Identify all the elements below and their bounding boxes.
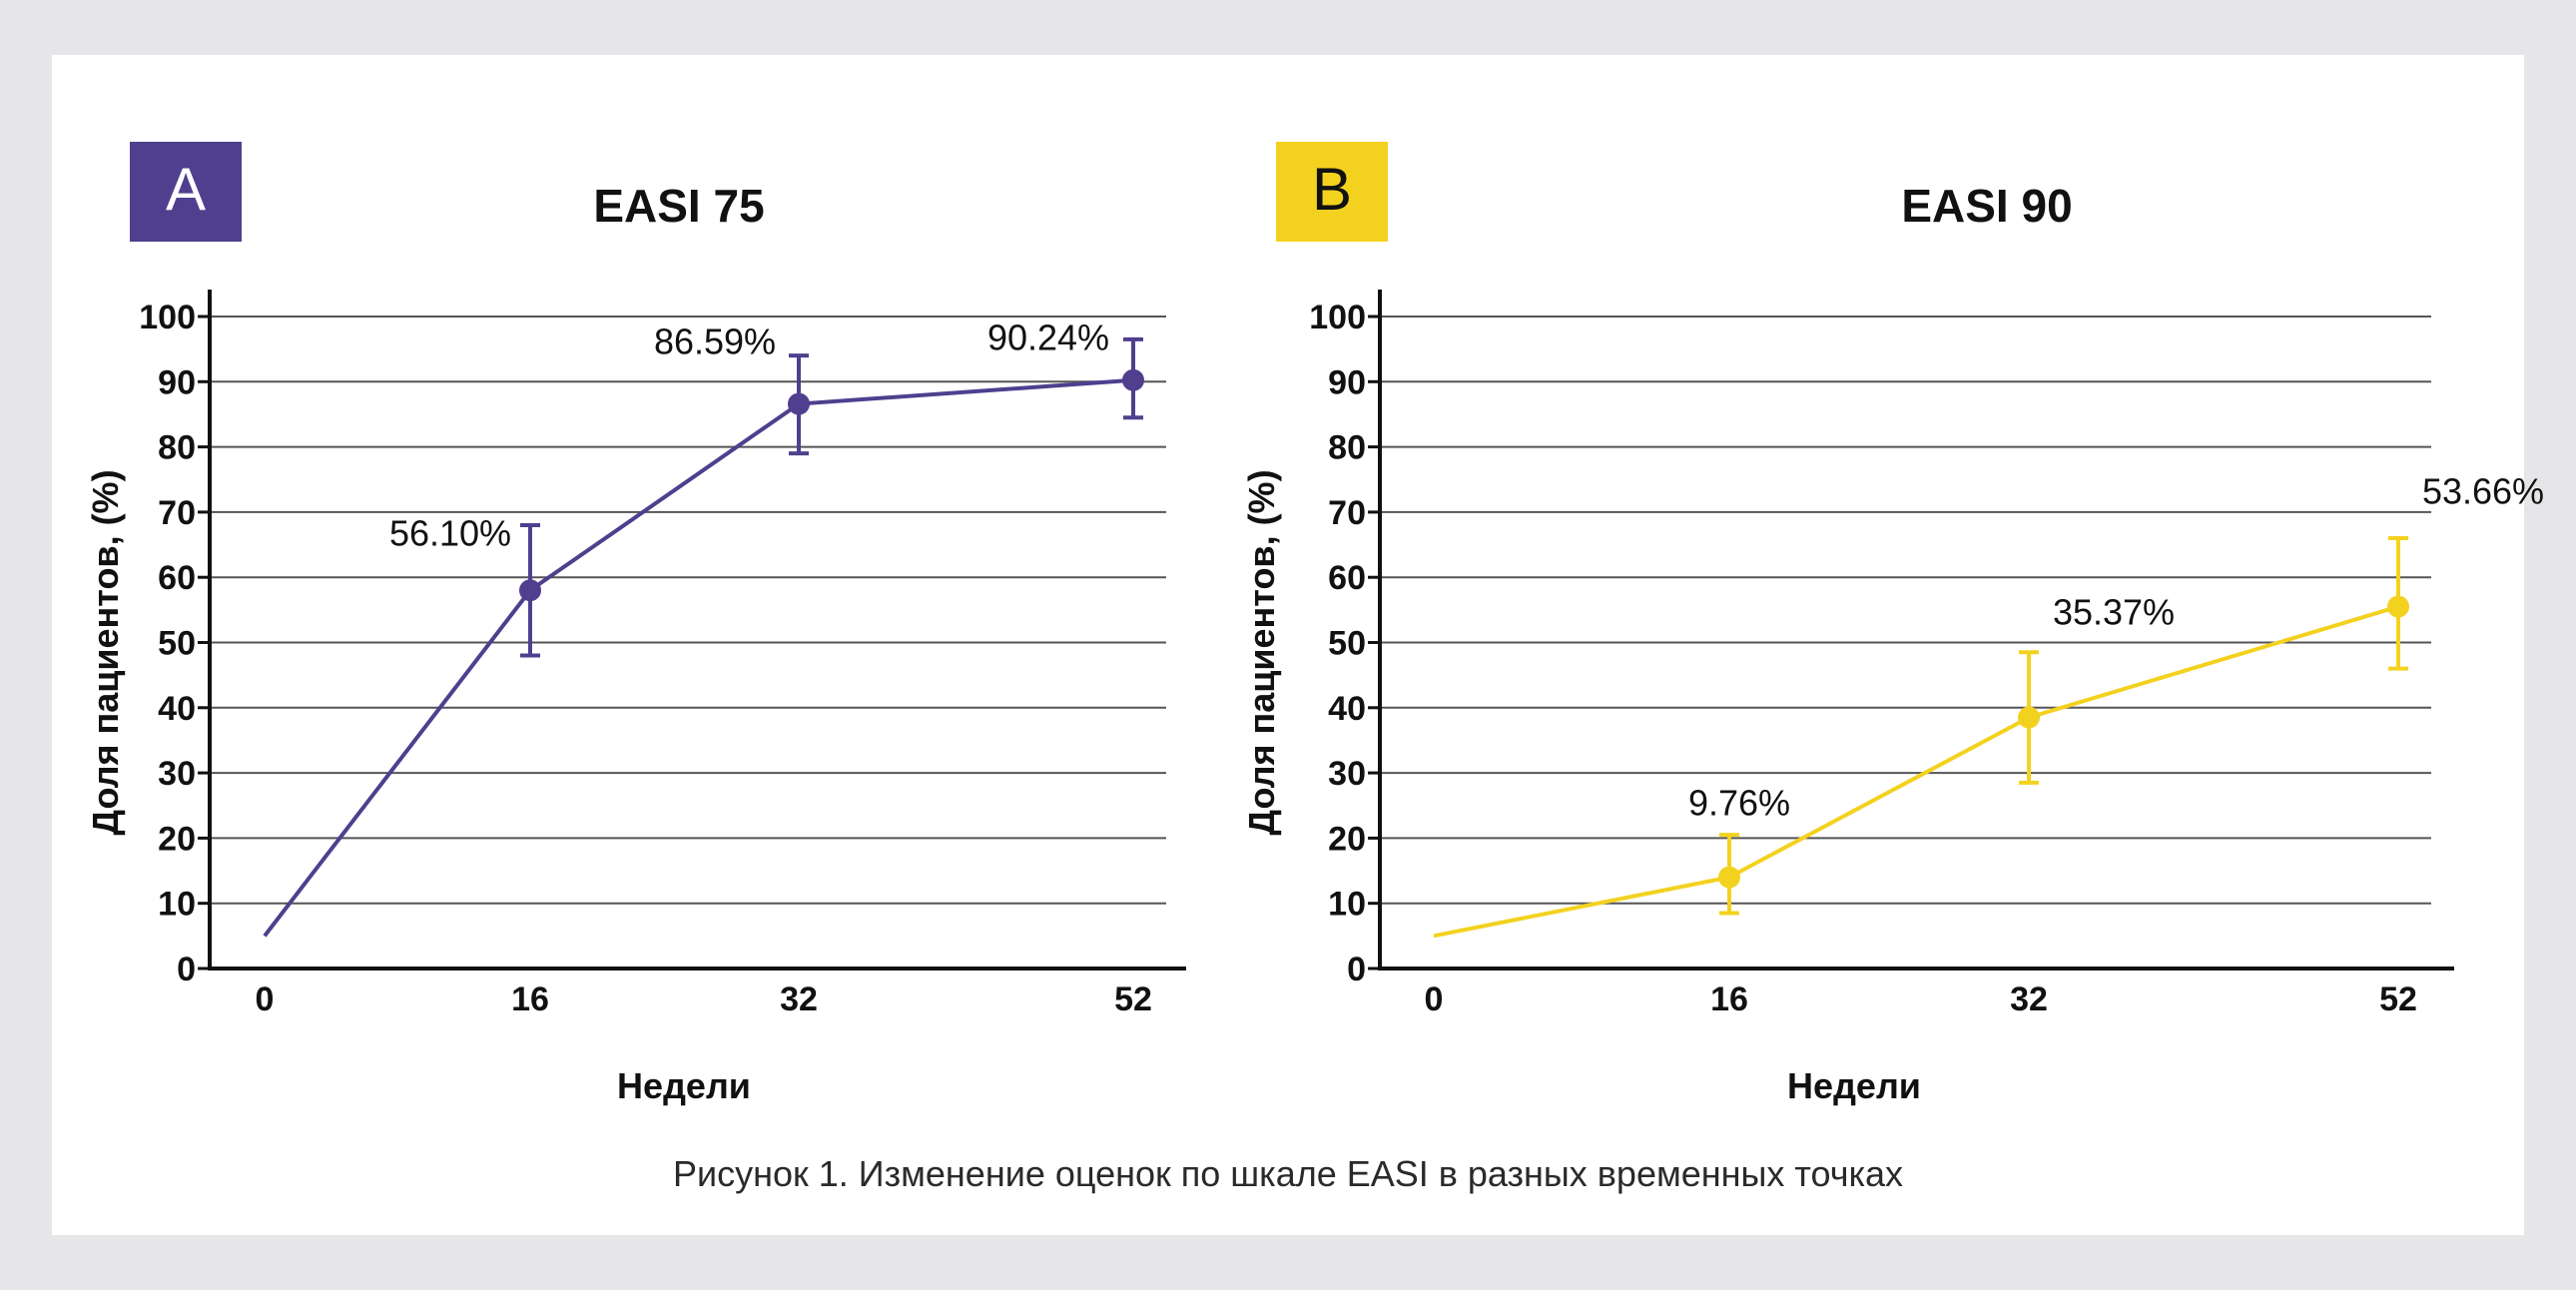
panel-b-x-axis-label: Недели	[1787, 1065, 1921, 1106]
panel-b-y-axis-label: Доля пациентов, (%)	[1241, 469, 1282, 835]
panel-b-x-tick-label: 0	[1425, 980, 1444, 1018]
panel-a-data-point	[788, 392, 810, 415]
panel-a-data-point	[1122, 368, 1144, 391]
figure-caption: Рисунок 1. Изменение оценок по шкале EAS…	[672, 1153, 1904, 1194]
panel-b-series-line	[1433, 604, 2399, 939]
panel-a-series-line	[263, 377, 1134, 938]
panel-b-x-tick-label: 16	[1710, 980, 1748, 1018]
panel-a-y-tick-label: 30	[158, 755, 196, 793]
panel-a-y-tick-label: 60	[158, 559, 196, 597]
panel-a-y-tick-label: 80	[158, 429, 196, 467]
panel-a-x-tick-label: 52	[1114, 980, 1152, 1018]
panel-a-x-axis-label: Недели	[617, 1065, 751, 1106]
panel-b-data-point	[2387, 595, 2409, 618]
panel-a-data-label: 56.10%	[389, 512, 511, 553]
panel-a-data-label: 90.24%	[987, 318, 1109, 358]
panel-a-y-tick-label: 50	[158, 625, 196, 663]
panel-b-badge	[1276, 142, 1388, 242]
panel-b-y-tick-label: 50	[1328, 625, 1366, 663]
figure-card	[52, 55, 2524, 1235]
panel-b-y-tick-label: 10	[1328, 886, 1366, 924]
panel-b-y-tick-label: 80	[1328, 429, 1366, 467]
panel-b-y-tick-label: 60	[1328, 559, 1366, 597]
panel-a-y-tick-label: 100	[139, 299, 196, 336]
panel-a-x-tick-label: 16	[511, 980, 549, 1018]
panel-a-data-label: 86.59%	[654, 322, 776, 362]
panel-b-data-point	[2018, 706, 2040, 729]
panel-a-badge	[130, 142, 242, 242]
panel-b-x-tick-label: 52	[2379, 980, 2417, 1018]
panel-b-data-label: 9.76%	[1688, 783, 1790, 824]
panel-b-data-label: 35.37%	[2053, 592, 2175, 633]
panel-b-y-tick-label: 100	[1309, 299, 1366, 336]
panel-b-data-label: 53.66%	[2422, 471, 2544, 512]
panel-b-y-tick-label: 90	[1328, 363, 1366, 401]
panel-a-data-point	[519, 579, 541, 602]
panel-a-title: EASI 75	[593, 180, 764, 232]
panel-a-y-axis-label: Доля пациентов, (%)	[85, 469, 126, 835]
panel-b-y-tick-label: 40	[1328, 690, 1366, 728]
panel-a-y-tick-label: 40	[158, 690, 196, 728]
panel-a-y-tick-label: 70	[158, 494, 196, 532]
panel-b-data-point	[1718, 866, 1740, 889]
panel-a-y-tick-label: 0	[177, 951, 196, 988]
panel-b-y-tick-label: 70	[1328, 494, 1366, 532]
panel-a-x-tick-label: 0	[256, 980, 275, 1018]
panel-b-y-tick-label: 0	[1347, 951, 1366, 988]
panel-b-y-tick-label: 30	[1328, 755, 1366, 793]
panel-a-badge-letter: A	[166, 156, 206, 223]
panel-b-title: EASI 90	[1901, 180, 2072, 232]
panel-a-y-tick-label: 90	[158, 363, 196, 401]
panel-b-x-tick-label: 32	[2010, 980, 2048, 1018]
panel-a-y-tick-label: 10	[158, 886, 196, 924]
panel-a-x-tick-label: 32	[780, 980, 818, 1018]
panel-a-y-tick-label: 20	[158, 820, 196, 858]
panel-b-badge-letter: B	[1312, 156, 1352, 223]
panel-b-y-tick-label: 20	[1328, 820, 1366, 858]
